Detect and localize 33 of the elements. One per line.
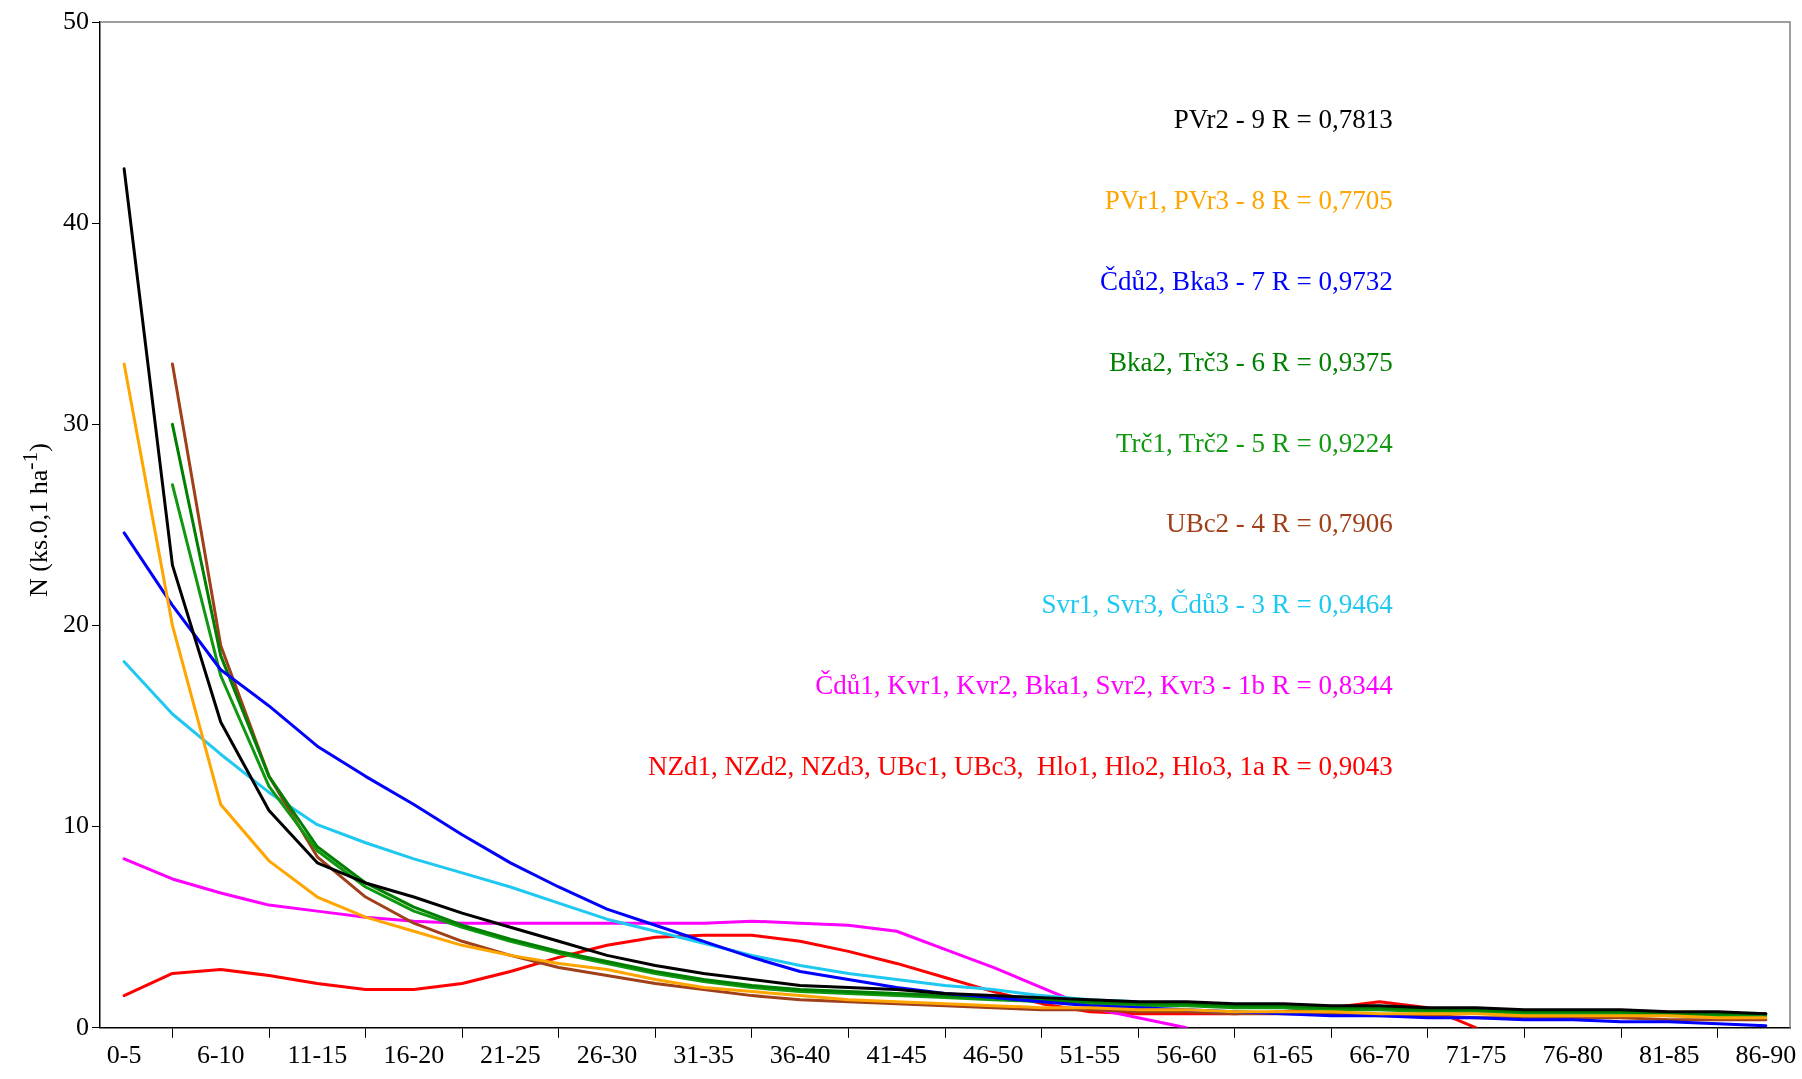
y-tick-label: 0 bbox=[76, 1011, 89, 1041]
x-tick-label: 6-10 bbox=[196, 1040, 245, 1070]
y-tick-label: 30 bbox=[63, 408, 89, 438]
y-tick-label: 50 bbox=[63, 5, 89, 35]
text: Bka2, Trč3 - 6 R = 0,9375 bbox=[1109, 346, 1393, 377]
x-tick-label: 81-85 bbox=[1638, 1040, 1700, 1070]
x-tick-label: 76-80 bbox=[1542, 1040, 1604, 1070]
x-tick-label: 61-65 bbox=[1252, 1040, 1314, 1070]
x-tick-label: 41-45 bbox=[866, 1040, 928, 1070]
x-tick-label: 26-30 bbox=[576, 1040, 638, 1070]
x-tick-label: 0-5 bbox=[106, 1040, 142, 1070]
y-tick-label: 40 bbox=[63, 206, 89, 236]
text: NZd1, NZd2, NZd3, UBc1, UBc3, Hlo1, Hlo2, Hlo3, 1a R = 0,9043 bbox=[647, 751, 1393, 782]
x-tick-label: 51-55 bbox=[1059, 1040, 1121, 1070]
x-tick-label: 16-20 bbox=[383, 1040, 445, 1070]
x-tick-label: 11-15 bbox=[287, 1040, 348, 1070]
x-tick-label: 36-40 bbox=[769, 1040, 831, 1070]
x-tick-label: 86-90 bbox=[1735, 1040, 1797, 1070]
x-tick-label: 21-25 bbox=[480, 1040, 541, 1070]
text: Trč1, Trč2 - 5 R = 0,9224 bbox=[1116, 427, 1394, 458]
text: Čdů1, Kvr1, Kvr2, Bka1, Svr2, Kvr3 - 1b R = 0,8344 bbox=[815, 670, 1394, 701]
x-tick-label: 71-75 bbox=[1445, 1040, 1507, 1070]
text: Svr1, Svr3, Čdů3 - 3 R = 0,9464 bbox=[1041, 589, 1394, 620]
x-tick-label: 66-70 bbox=[1349, 1040, 1410, 1070]
text: UBc2 - 4 R = 0,7906 bbox=[1166, 508, 1393, 539]
x-tick-label: 31-35 bbox=[673, 1040, 734, 1070]
y-tick-label: 10 bbox=[63, 810, 89, 840]
text: Čdů2, Bka3 - 7 R = 0,9732 bbox=[1100, 265, 1393, 296]
text: PVr2 - 9 R = 0,7813 bbox=[1173, 103, 1393, 134]
x-tick-label: 46-50 bbox=[962, 1040, 1024, 1070]
x-tick-label: 56-60 bbox=[1156, 1040, 1217, 1070]
text: PVr1, PVr3 - 8 R = 0,7705 bbox=[1104, 184, 1393, 215]
y-tick-label: 20 bbox=[63, 609, 89, 639]
